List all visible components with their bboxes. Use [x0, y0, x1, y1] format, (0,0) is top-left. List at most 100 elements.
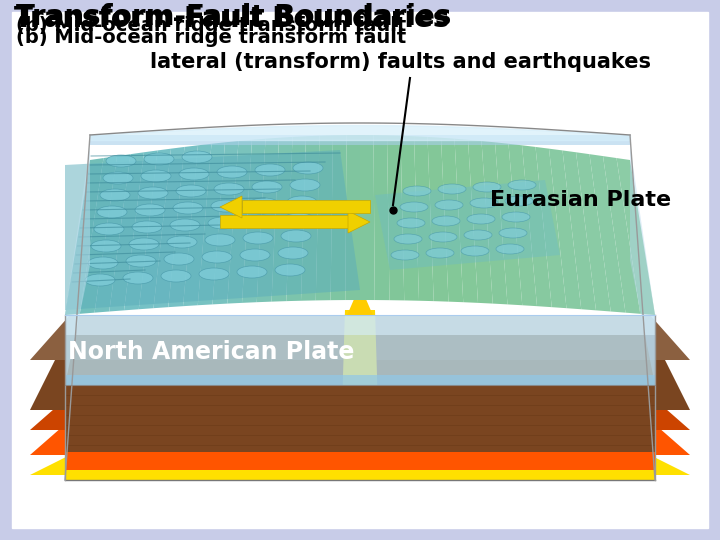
Polygon shape	[301, 136, 320, 301]
Polygon shape	[348, 211, 370, 233]
Ellipse shape	[126, 255, 156, 267]
Polygon shape	[340, 310, 380, 475]
Text: (b) Mid-ocean ridge transform fault: (b) Mid-ocean ridge transform fault	[16, 16, 406, 35]
Polygon shape	[168, 145, 198, 307]
Polygon shape	[346, 135, 360, 300]
Polygon shape	[562, 151, 596, 310]
Ellipse shape	[467, 214, 495, 224]
Polygon shape	[65, 385, 655, 455]
Ellipse shape	[505, 196, 533, 206]
Polygon shape	[630, 145, 655, 385]
Polygon shape	[495, 143, 522, 305]
Ellipse shape	[464, 230, 492, 240]
Ellipse shape	[103, 172, 133, 184]
Ellipse shape	[426, 248, 454, 258]
Polygon shape	[153, 147, 184, 308]
Ellipse shape	[508, 180, 536, 190]
Ellipse shape	[141, 170, 171, 182]
Text: Eurasian Plate: Eurasian Plate	[490, 190, 671, 210]
Ellipse shape	[167, 236, 197, 248]
Ellipse shape	[243, 232, 273, 244]
Ellipse shape	[88, 257, 118, 269]
Ellipse shape	[252, 181, 282, 193]
Ellipse shape	[284, 213, 314, 225]
Ellipse shape	[435, 200, 463, 210]
Polygon shape	[616, 158, 655, 315]
Polygon shape	[65, 315, 655, 335]
Ellipse shape	[290, 179, 320, 191]
Ellipse shape	[473, 182, 501, 192]
Polygon shape	[375, 180, 560, 270]
Polygon shape	[90, 135, 630, 145]
Polygon shape	[198, 143, 225, 305]
Polygon shape	[522, 145, 552, 307]
Polygon shape	[360, 135, 374, 300]
Polygon shape	[441, 138, 463, 302]
Ellipse shape	[461, 246, 489, 256]
Ellipse shape	[173, 202, 203, 214]
Ellipse shape	[502, 212, 530, 222]
Polygon shape	[414, 136, 433, 301]
Polygon shape	[590, 154, 626, 313]
Polygon shape	[212, 141, 238, 305]
Bar	[220, 215, 348, 228]
Polygon shape	[65, 145, 90, 385]
Polygon shape	[65, 150, 360, 310]
Polygon shape	[482, 141, 508, 305]
Polygon shape	[549, 148, 581, 309]
Ellipse shape	[91, 240, 121, 252]
Ellipse shape	[161, 270, 191, 282]
Ellipse shape	[249, 198, 279, 210]
Ellipse shape	[293, 162, 323, 174]
Polygon shape	[316, 136, 333, 300]
Polygon shape	[139, 148, 171, 309]
Ellipse shape	[138, 187, 168, 199]
Polygon shape	[536, 147, 567, 308]
Polygon shape	[576, 152, 611, 312]
Polygon shape	[65, 375, 655, 385]
Ellipse shape	[432, 216, 460, 226]
Polygon shape	[508, 144, 537, 306]
Ellipse shape	[211, 200, 241, 212]
Polygon shape	[65, 470, 655, 480]
Ellipse shape	[129, 238, 159, 250]
Ellipse shape	[278, 247, 308, 259]
Ellipse shape	[106, 155, 136, 167]
Text: (b) Mid-ocean ridge transform fault: (b) Mid-ocean ridge transform fault	[16, 28, 406, 47]
Polygon shape	[30, 455, 690, 475]
Ellipse shape	[287, 196, 317, 208]
Text: Transform-Fault Boundaries: Transform-Fault Boundaries	[14, 5, 449, 33]
Ellipse shape	[202, 251, 232, 263]
Polygon shape	[387, 136, 404, 300]
Ellipse shape	[237, 266, 267, 278]
Polygon shape	[228, 140, 252, 303]
Polygon shape	[30, 395, 690, 430]
Polygon shape	[109, 152, 144, 312]
Polygon shape	[428, 137, 449, 302]
Ellipse shape	[208, 217, 238, 229]
Polygon shape	[30, 315, 690, 360]
Polygon shape	[468, 140, 492, 303]
Polygon shape	[454, 139, 478, 303]
Polygon shape	[220, 196, 242, 218]
Ellipse shape	[179, 168, 209, 180]
Ellipse shape	[182, 151, 212, 163]
Polygon shape	[94, 154, 130, 313]
Ellipse shape	[496, 244, 524, 254]
Ellipse shape	[470, 198, 498, 208]
Polygon shape	[30, 420, 690, 455]
Polygon shape	[65, 158, 104, 315]
Ellipse shape	[85, 274, 115, 286]
Ellipse shape	[205, 234, 235, 246]
Ellipse shape	[499, 228, 527, 238]
Polygon shape	[257, 138, 279, 302]
Ellipse shape	[255, 164, 285, 176]
Polygon shape	[345, 290, 375, 320]
Bar	[242, 200, 370, 213]
Ellipse shape	[135, 204, 165, 216]
Ellipse shape	[403, 186, 431, 196]
Ellipse shape	[246, 215, 276, 227]
Ellipse shape	[429, 232, 457, 242]
Polygon shape	[80, 156, 117, 314]
Ellipse shape	[94, 223, 124, 235]
